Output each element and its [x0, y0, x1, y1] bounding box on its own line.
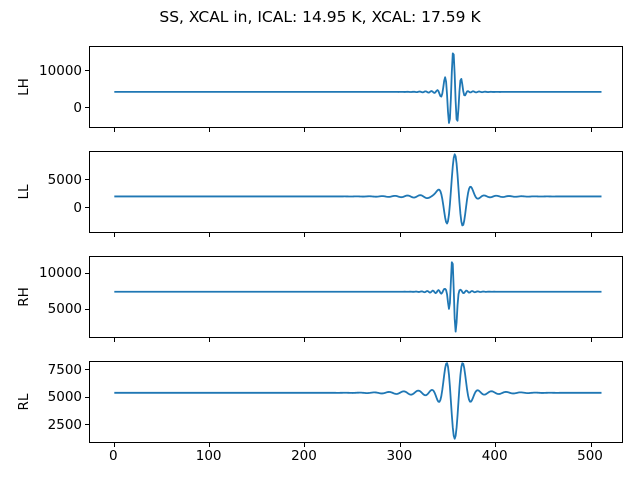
x-tick-mark	[495, 443, 497, 447]
x-tick-mark	[399, 443, 401, 447]
x-tick-mark	[113, 128, 115, 132]
subplot-LL	[85, 151, 623, 237]
y-tick-mark	[85, 396, 89, 398]
y-tick-label: 0	[73, 199, 82, 216]
y-axis-label-LL: LL	[16, 184, 32, 200]
y-axis-label-RL: RL	[16, 393, 32, 411]
x-tick-mark	[304, 443, 306, 447]
x-tick-mark	[304, 233, 306, 237]
x-tick-mark	[304, 338, 306, 342]
subplot-RL	[85, 361, 623, 447]
waveform-plot-RH	[114, 261, 602, 333]
x-tick-label: 100	[195, 448, 222, 464]
x-tick-mark	[495, 338, 497, 342]
x-tick-mark	[209, 443, 211, 447]
y-tick-label: 5000	[47, 171, 82, 188]
x-tick-label: 400	[481, 448, 508, 464]
x-tick-mark	[399, 338, 401, 342]
y-tick-label: 0	[73, 99, 82, 116]
signal-line-LL	[114, 153, 602, 227]
y-tick-mark	[85, 107, 89, 109]
x-tick-mark	[209, 338, 211, 342]
y-tick-mark	[85, 179, 89, 181]
signal-line-LH	[114, 52, 602, 124]
x-tick-label: 200	[291, 448, 317, 464]
x-tick-mark	[590, 443, 592, 447]
x-tick-label: 0	[109, 448, 118, 464]
y-tick-label: 5000	[47, 301, 82, 318]
x-tick-mark	[113, 443, 115, 447]
x-tick-mark	[304, 128, 306, 132]
y-tick-mark	[85, 369, 89, 371]
x-tick-mark	[113, 233, 115, 237]
y-tick-mark	[85, 308, 89, 310]
x-tick-mark	[590, 338, 592, 342]
signal-line-RL	[114, 362, 602, 440]
y-tick-mark	[85, 207, 89, 209]
x-tick-mark	[590, 233, 592, 237]
y-axis-label-RH: RH	[16, 287, 32, 307]
subplot-RH	[85, 256, 623, 342]
y-tick-label: 10000	[39, 62, 82, 79]
x-tick-label: 300	[386, 448, 413, 464]
waveform-plot-RL	[114, 362, 602, 440]
x-tick-label: 500	[577, 448, 603, 464]
y-tick-label: 5000	[47, 389, 82, 406]
y-tick-mark	[85, 272, 89, 274]
x-tick-mark	[399, 233, 401, 237]
y-tick-label: 7500	[47, 361, 82, 378]
waveform-plot-LL	[114, 153, 602, 227]
y-tick-label: 2500	[47, 416, 82, 433]
y-tick-mark	[85, 424, 89, 426]
x-tick-mark	[209, 128, 211, 132]
signal-line-RH	[114, 261, 602, 333]
waveform-plot-LH	[114, 52, 602, 124]
y-tick-label: 10000	[39, 265, 82, 282]
subplot-LH	[85, 46, 623, 132]
x-tick-mark	[399, 128, 401, 132]
x-tick-mark	[495, 128, 497, 132]
x-tick-mark	[590, 128, 592, 132]
x-tick-mark	[209, 233, 211, 237]
chart-title: SS, XCAL in, ICAL: 14.95 K, XCAL: 17.59 …	[159, 8, 481, 26]
x-tick-mark	[113, 338, 115, 342]
x-tick-mark	[495, 233, 497, 237]
y-tick-mark	[85, 70, 89, 72]
y-axis-label-LH: LH	[16, 78, 32, 96]
